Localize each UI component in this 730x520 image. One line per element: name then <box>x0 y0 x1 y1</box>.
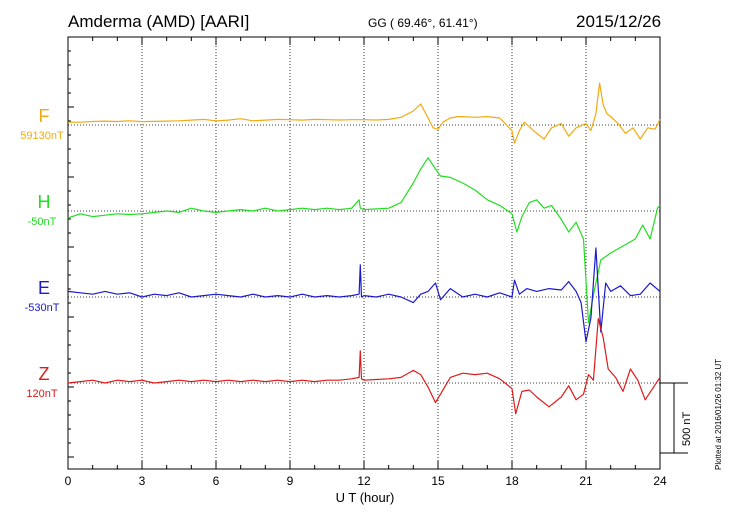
component-letter-z: Z <box>38 364 50 384</box>
plot-date: 2015/12/26 <box>576 12 662 31</box>
x-tick-label: 9 <box>287 474 294 488</box>
chart-series <box>67 82 661 415</box>
chart-ticks: 0 3 6 9 12 15 18 21 24 <box>65 37 667 488</box>
x-tick-label: 18 <box>505 474 519 488</box>
series-line-h <box>67 157 661 324</box>
series-line-e <box>67 247 661 343</box>
component-letter-f: F <box>38 106 50 126</box>
series-line-z <box>67 318 661 415</box>
station-coordinates: GG ( 69.46°, 61.41°) <box>368 16 478 30</box>
series-line-f <box>68 82 661 144</box>
x-tick-label: 6 <box>213 474 220 488</box>
station-title: Amderma (AMD) [AARI] <box>68 12 250 31</box>
x-tick-label: 21 <box>579 474 593 488</box>
scale-bar-label: 500 nT <box>681 411 693 446</box>
component-letter-h: H <box>37 192 51 212</box>
component-letter-e: E <box>37 278 50 298</box>
x-axis-label: U T (hour) <box>335 490 395 505</box>
component-baseline-z: 120nT <box>26 388 58 400</box>
x-tick-label: 3 <box>139 474 146 488</box>
plotted-timestamp: Plotted at 2016/01/26 01:32 UT <box>714 358 723 470</box>
x-tick-label: 12 <box>357 474 371 488</box>
component-baseline-e: -530nT <box>24 302 60 314</box>
component-baseline-h: -50nT <box>27 216 57 228</box>
chart-grid <box>68 37 660 469</box>
scale-bar <box>660 382 688 454</box>
x-tick-label: 15 <box>431 474 445 488</box>
x-tick-label: 24 <box>653 474 667 488</box>
x-tick-label: 0 <box>65 474 72 488</box>
component-baseline-f: 59130nT <box>20 130 64 142</box>
